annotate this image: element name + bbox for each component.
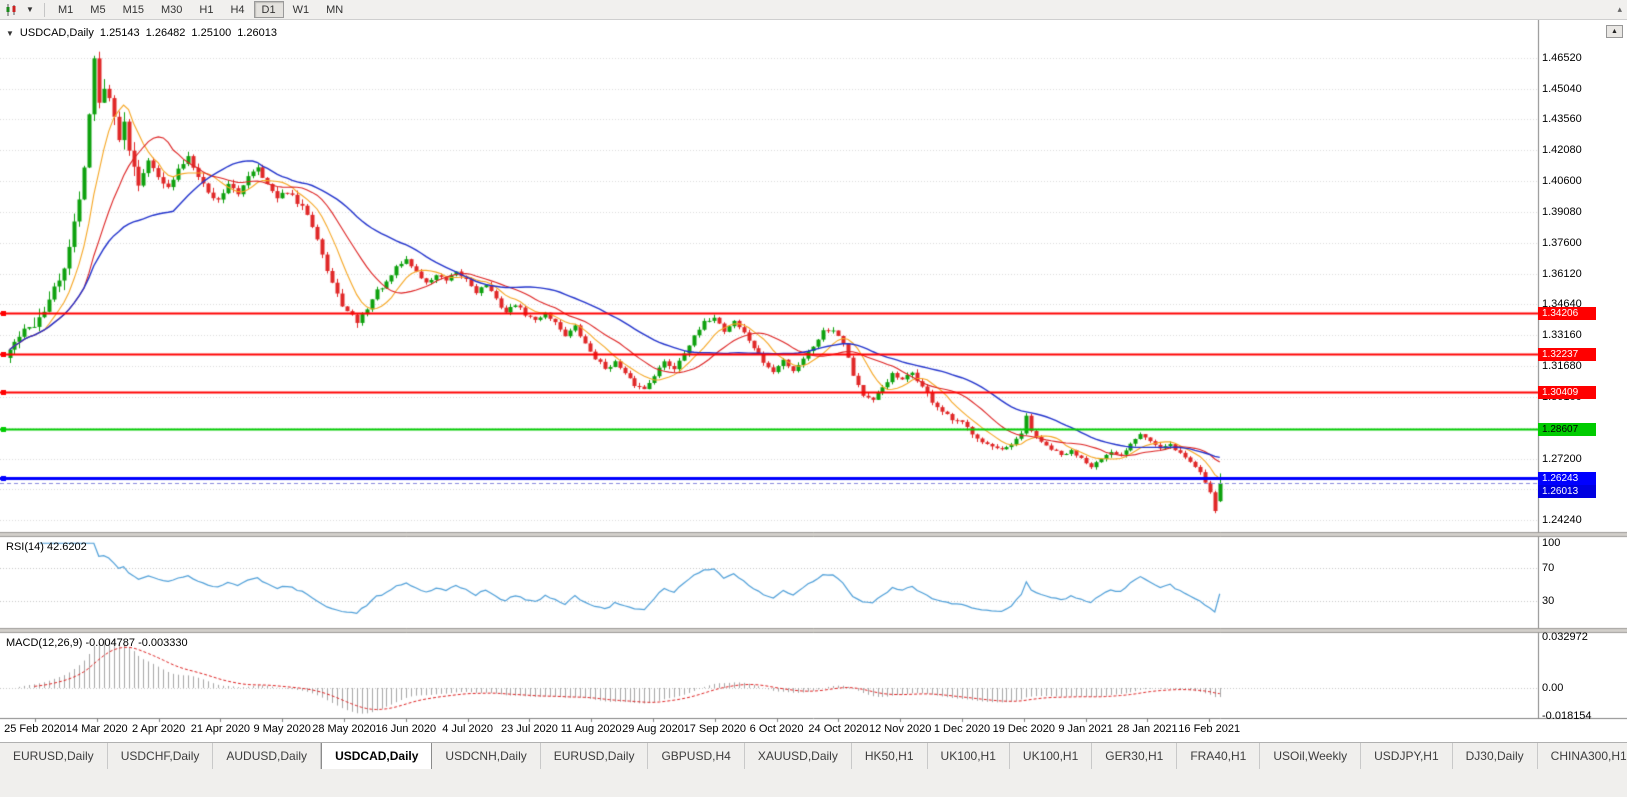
date-axis-label: 12 Nov 2020	[868, 723, 932, 735]
date-axis-label: 25 Feb 2020	[4, 723, 66, 735]
price-axis-label: 1.37600	[1542, 236, 1582, 249]
hline-price-tag: 1.30409	[1538, 386, 1596, 399]
macd-axis-label: 0.032972	[1542, 630, 1588, 643]
chart-collapse-icon[interactable]: ▼	[6, 28, 14, 38]
timeframe-button-h4[interactable]: H4	[230, 4, 245, 16]
date-axis-label: 21 Apr 2020	[190, 723, 251, 735]
timeframe-button-m1[interactable]: M1	[58, 4, 74, 16]
chart-tab-eurusd-daily[interactable]: EURUSD,Daily	[0, 743, 108, 769]
date-axis-label: 24 Oct 2020	[808, 723, 869, 735]
timeframe-button-d1[interactable]: D1	[253, 1, 284, 18]
chart-area: ▼ USDCAD,Daily 1.25143 1.26482 1.25100 1…	[0, 20, 1627, 742]
chart-tab-gbpusd-h4[interactable]: GBPUSD,H4	[648, 743, 745, 769]
macd-axis-label: 0.00	[1542, 682, 1564, 694]
chart-tab-usdcnh-daily[interactable]: USDCNH,Daily	[432, 743, 541, 769]
ohlc-low: 1.25100	[191, 27, 232, 39]
chart-tab-usdcad-daily[interactable]: USDCAD,Daily	[321, 743, 433, 769]
ohlc-high: 1.26482	[145, 27, 186, 39]
chart-tab-china300-h1[interactable]: CHINA300,H1	[1537, 743, 1627, 769]
status-strip	[0, 769, 1627, 797]
date-axis-label: 23 Jul 2020	[500, 723, 558, 735]
price-axis-label: 1.27200	[1542, 452, 1582, 465]
date-axis-label: 16 Feb 2021	[1178, 723, 1241, 735]
chart-tabs-bar: EURUSD,Daily USDCHF,Daily AUDUSD,Daily USDC…	[0, 742, 1627, 769]
timeframe-button-m30[interactable]: M30	[160, 4, 183, 16]
chart-tab-uk100-h1[interactable]: UK100,H1	[927, 743, 1010, 769]
hline-price-tag: 1.28607	[1538, 423, 1596, 436]
date-axis-label: 11 Aug 2020	[560, 723, 622, 735]
date-axis-label: 28 May 2020	[312, 723, 376, 735]
current-price-tag: 1.26013	[1538, 485, 1596, 498]
ohlc-open: 1.25143	[99, 27, 140, 39]
date-axis-label: 6 Oct 2020	[749, 723, 804, 735]
timeframe-button-mn[interactable]: MN	[326, 4, 344, 16]
price-axis-label: 1.36120	[1542, 267, 1582, 280]
chart-tab-dj30-daily[interactable]: DJ30,Daily	[1452, 743, 1538, 769]
hline-price-tag: 1.26243	[1538, 472, 1596, 485]
price-axis-label: 1.31680	[1542, 359, 1582, 372]
date-axis-label: 9 Jan 2021	[1058, 723, 1113, 735]
chart-tab-hk50-h1[interactable]: HK50,H1	[851, 743, 928, 769]
timeframe-button-h1[interactable]: H1	[199, 4, 214, 16]
price-axis-label: 1.46520	[1542, 51, 1582, 64]
hline-price-tag: 1.32237	[1538, 348, 1596, 361]
chart-tab-xauusd-daily[interactable]: XAUUSD,Daily	[744, 743, 852, 769]
chart-canvas[interactable]	[0, 20, 1627, 742]
price-axis-label: 1.39080	[1542, 206, 1582, 219]
price-axis-label: 1.43560	[1542, 113, 1582, 126]
chart-tab-uk100-h1[interactable]: UK100,H1	[1009, 743, 1093, 769]
rsi-axis-label: 30	[1542, 595, 1555, 607]
toolbar-overflow-icon[interactable]: ▴	[1617, 4, 1622, 14]
candlestick-chart-icon[interactable]	[3, 2, 21, 18]
date-axis-label: 1 Dec 2020	[933, 723, 991, 735]
rsi-axis-label: 100	[1542, 537, 1561, 550]
ohlc-close: 1.26013	[237, 27, 277, 39]
chart-tab-ger30-h1[interactable]: GER30,H1	[1092, 743, 1178, 769]
chart-type-dropdown-icon[interactable]: ▼	[26, 5, 34, 14]
date-axis-label: 17 Sep 2020	[683, 723, 746, 735]
date-axis-label: 16 Jun 2020	[375, 723, 437, 735]
price-axis-label: 1.24240	[1542, 513, 1582, 526]
chart-symbol-label: USDCAD,Daily	[19, 27, 94, 39]
chart-tab-usoil-weekly[interactable]: USOil,Weekly	[1260, 743, 1362, 769]
price-axis-label: 1.45040	[1542, 82, 1582, 95]
chart-title: ▼ USDCAD,Daily 1.25143 1.26482 1.25100 1…	[6, 27, 277, 39]
macd-indicator-label: MACD(12,26,9) -0.004787 -0.003330	[6, 637, 188, 649]
toolbar: ▼ M1 M5 M15 M30 H1 H4 D1 W1 MN ▴	[0, 0, 1627, 20]
rsi-indicator-label: RSI(14) 42.6202	[6, 541, 87, 553]
date-axis-label: 28 Jan 2021	[1117, 723, 1178, 735]
date-axis-label: 2 Apr 2020	[131, 723, 186, 735]
timeframe-button-m5[interactable]: M5	[90, 4, 106, 16]
timeframe-button-group: M1 M5 M15 M30 H1 H4 D1 W1 MN	[50, 1, 352, 18]
date-axis-label: 19 Dec 2020	[992, 723, 1055, 735]
scroll-up-button[interactable]: ▲	[1606, 25, 1623, 38]
date-axis-label: 14 Mar 2020	[65, 723, 128, 735]
timeframe-button-w1[interactable]: W1	[292, 4, 310, 16]
macd-axis-label: -0.018154	[1542, 710, 1592, 723]
date-axis-label: 4 Jul 2020	[442, 723, 493, 735]
date-axis-label: 9 May 2020	[253, 723, 311, 735]
toolbar-separator	[44, 2, 45, 17]
chart-tab-eurusd-daily[interactable]: EURUSD,Daily	[540, 743, 649, 769]
date-axis-label: 29 Aug 2020	[622, 723, 684, 735]
timeframe-button-m15[interactable]: M15	[122, 4, 144, 16]
chart-tab-usdchf-daily[interactable]: USDCHF,Daily	[107, 743, 214, 769]
price-axis-label: 1.40600	[1542, 174, 1582, 187]
chart-tab-audusd-daily[interactable]: AUDUSD,Daily	[213, 743, 322, 769]
rsi-axis-label: 70	[1542, 562, 1555, 574]
hline-price-tag: 1.34206	[1538, 307, 1596, 320]
chart-tab-usdjpy-h1[interactable]: USDJPY,H1	[1361, 743, 1453, 769]
price-axis-label: 1.33160	[1542, 328, 1582, 341]
price-axis-label: 1.42080	[1542, 144, 1582, 156]
chart-tab-fra40-h1[interactable]: FRA40,H1	[1177, 743, 1261, 769]
